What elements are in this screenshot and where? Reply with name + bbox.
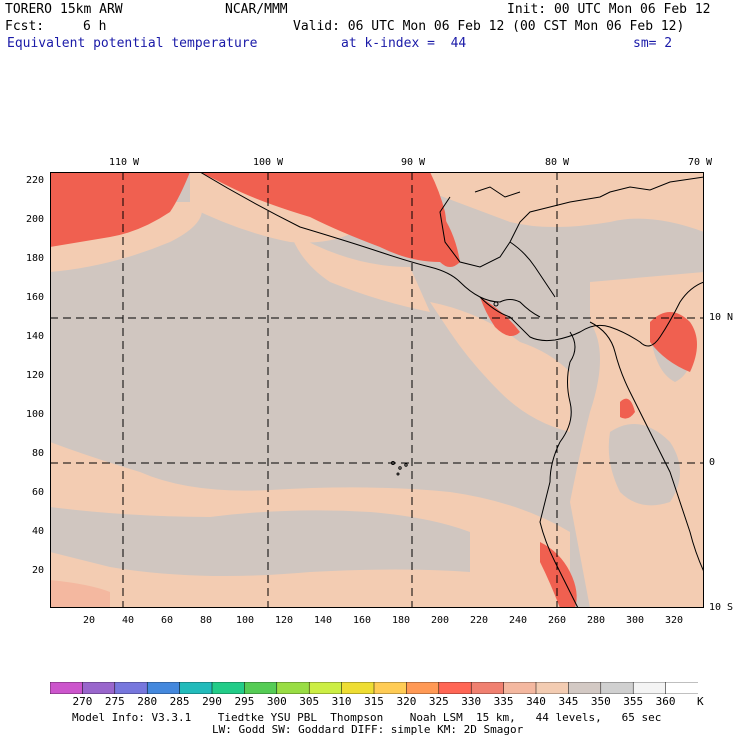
grid-y-label: 60 <box>31 487 44 498</box>
field-name: Equivalent potential temperature <box>7 36 258 51</box>
colorbar-swatch <box>438 682 472 694</box>
grid-x-label: 200 <box>430 615 450 626</box>
colorbar-label: 295 <box>234 695 255 708</box>
field-contours-330 <box>50 172 697 608</box>
colorbar-swatch <box>50 682 84 694</box>
lon-label-100w: 100 W <box>252 157 284 168</box>
model-info-line2: LW: Godd SW: Goddard DIFF: simple KM: 2D… <box>212 723 524 736</box>
model-resolution: 15km ARW <box>60 2 123 17</box>
colorbar-swatch <box>82 682 116 694</box>
grid-y-label: 160 <box>25 292 44 303</box>
colorbar-swatch <box>146 682 181 694</box>
colorbar-label: 270 <box>72 695 93 708</box>
coastlines <box>199 172 704 608</box>
smoothing-label: sm= 2 <box>633 36 673 51</box>
colorbar <box>50 682 698 694</box>
colorbar-label: 330 <box>461 695 482 708</box>
colorbar-label: 360 <box>655 695 676 708</box>
grid-y-label: 200 <box>25 214 44 225</box>
lon-label-80w: 80 W <box>544 157 570 168</box>
grid-y-label: 80 <box>31 448 44 459</box>
grid-x-label: 300 <box>625 615 645 626</box>
map-frame <box>50 172 704 608</box>
colorbar-label: 290 <box>202 695 222 708</box>
colorbar-label: 280 <box>137 695 158 708</box>
model-name: TORERO <box>5 2 52 17</box>
colorbar-swatch <box>600 682 634 694</box>
colorbar-label: 305 <box>299 695 320 708</box>
grid-y-label: 120 <box>25 370 44 381</box>
forecast-label: Fcst: <box>5 19 45 34</box>
colorbar-swatch <box>568 682 602 694</box>
colorbar-label: 320 <box>396 695 417 708</box>
colorbar-swatch <box>535 682 570 694</box>
grid-y-label: 220 <box>25 175 44 186</box>
colorbar-label: 275 <box>104 695 125 708</box>
grid-y-label: 140 <box>25 331 44 342</box>
grid-x-label: 180 <box>391 615 411 626</box>
colorbar-swatch <box>470 682 505 694</box>
colorbar-label: 310 <box>331 695 352 708</box>
colorbar-unit: K <box>697 695 704 708</box>
colorbar-swatch <box>632 682 667 694</box>
grid-y-label: 40 <box>31 526 44 537</box>
grid-x-label: 100 <box>235 615 255 626</box>
forecast-hour: 6 h <box>83 19 107 34</box>
colorbar-label: 335 <box>493 695 514 708</box>
grid-x-label: 320 <box>664 615 684 626</box>
colorbar-swatch <box>211 682 246 694</box>
colorbar-label: 285 <box>169 695 190 708</box>
grid-x-label: 80 <box>199 615 213 626</box>
grid-y-label: 20 <box>31 565 44 576</box>
valid-time: Valid: 06 UTC Mon 06 Feb 12 (00 CST Mon … <box>293 19 685 34</box>
colorbar-swatch <box>373 682 408 694</box>
colorbar-swatch <box>308 682 343 694</box>
colorbar-label: 345 <box>558 695 579 708</box>
colorbar-swatch <box>503 682 537 694</box>
organization-label: NCAR/MMM <box>225 2 288 17</box>
colorbar-swatch <box>179 682 213 694</box>
lon-label-90w: 90 W <box>400 157 426 168</box>
colorbar-swatch <box>276 682 310 694</box>
colorbar-swatch <box>665 682 698 694</box>
init-time: Init: 00 UTC Mon 06 Feb 12 <box>507 2 711 17</box>
grid-x-label: 280 <box>586 615 606 626</box>
grid-x-label: 220 <box>469 615 489 626</box>
colorbar-label: 350 <box>590 695 611 708</box>
colorbar-swatch <box>114 682 148 694</box>
colorbar-label: 300 <box>266 695 287 708</box>
lat-label-10s: 10 S <box>709 602 734 613</box>
grid-x-label: 140 <box>313 615 333 626</box>
grid-x-label: 120 <box>274 615 294 626</box>
colorbar-swatch <box>244 682 278 694</box>
grid-x-label: 160 <box>352 615 372 626</box>
theta-e-map <box>50 172 704 608</box>
lat-label-10n: 10 N <box>709 312 734 323</box>
grid-x-label: 240 <box>508 615 528 626</box>
grid-x-label: 260 <box>547 615 567 626</box>
colorbar-label: 340 <box>526 695 546 708</box>
lon-label-70w: 70 W <box>687 157 713 168</box>
lon-label-110w: 110 W <box>108 157 140 168</box>
colorbar-label: 355 <box>623 695 644 708</box>
lat-label-0: 0 <box>709 457 716 468</box>
level-label: at k-index = 44 <box>341 36 467 51</box>
grid-y-label: 100 <box>25 409 44 420</box>
colorbar-swatch <box>341 682 375 694</box>
grid-x-label: 60 <box>160 615 174 626</box>
grid-x-label: 20 <box>82 615 96 626</box>
colorbar-swatch <box>406 682 440 694</box>
grid-y-label: 180 <box>25 253 44 264</box>
colorbar-label: 315 <box>364 695 384 708</box>
graticule <box>50 172 704 608</box>
colorbar-label: 325 <box>428 695 449 708</box>
grid-x-label: 40 <box>121 615 135 626</box>
model-info-line1: Model Info: V3.3.1 Tiedtke YSU PBL Thomp… <box>72 711 662 724</box>
